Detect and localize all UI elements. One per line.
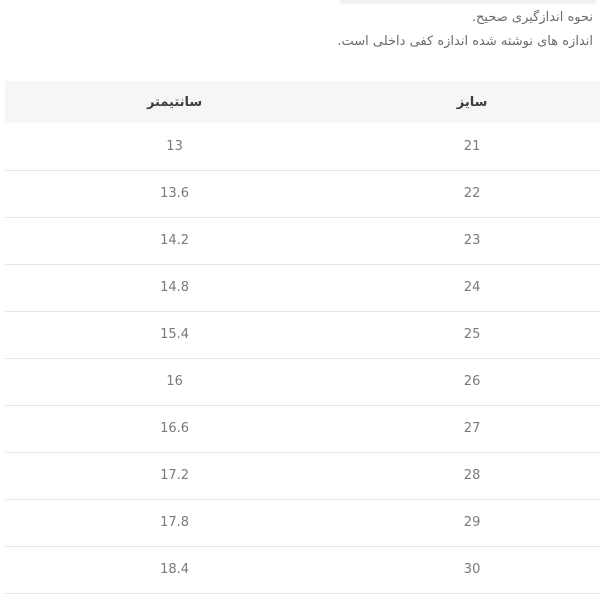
cell-size: 30: [344, 546, 600, 594]
table-row: 24 14.8: [5, 264, 600, 312]
table-row: 30 18.4: [5, 546, 600, 594]
cell-size: 23: [344, 217, 600, 265]
size-table-header: سایز سانتیمتر: [5, 81, 600, 123]
table-row: 28 17.2: [5, 452, 600, 500]
intro-text: نحوه اندازگیری صحیح. اندازه های نوشته شد…: [0, 0, 600, 54]
cell-cm: 14.8: [5, 264, 345, 312]
table-row: 29 17.8: [5, 499, 600, 547]
table-row: 21 13: [5, 123, 600, 171]
cell-cm: 16.6: [5, 405, 345, 453]
cell-cm: 16: [5, 358, 345, 406]
table-row: 23 14.2: [5, 217, 600, 265]
cell-size: 25: [344, 311, 600, 359]
cell-cm: 18.4: [5, 546, 345, 594]
header-cell-size: سایز: [456, 94, 488, 110]
table-row: 26 16: [5, 358, 600, 406]
cutoff-top-divider: [340, 0, 597, 4]
cell-cm: 14.2: [5, 217, 345, 265]
intro-line-2: اندازه های نوشته شده اندازه کفی داخلی اس…: [337, 34, 593, 49]
size-table: سایز سانتیمتر 21 13 22 13.6 23 14.2 24 14.8 25 15…: [5, 81, 600, 594]
header-row: سایز سانتیمتر: [5, 81, 600, 123]
cell-size: 27: [344, 405, 600, 453]
cell-cm: 17.2: [5, 452, 345, 500]
cell-size: 26: [344, 358, 600, 406]
cell-size: 29: [344, 499, 600, 547]
cell-cm: 13: [5, 123, 345, 171]
cell-size: 21: [344, 123, 600, 171]
cell-size: 24: [344, 264, 600, 312]
table-row: 27 16.6: [5, 405, 600, 453]
cell-cm: 15.4: [5, 311, 345, 359]
cell-size: 22: [344, 170, 600, 218]
cell-cm: 13.6: [5, 170, 345, 218]
size-table-body: 21 13 22 13.6 23 14.2 24 14.8 25 15.4 26 16 27 16.6 28…: [5, 123, 600, 594]
intro-line-1: نحوه اندازگیری صحیح.: [471, 10, 593, 25]
table-row: 22 13.6: [5, 170, 600, 218]
cell-cm: 17.8: [5, 499, 345, 547]
table-row: 25 15.4: [5, 311, 600, 359]
header-cell-cm: سانتیمتر: [146, 94, 203, 110]
cell-size: 28: [344, 452, 600, 500]
